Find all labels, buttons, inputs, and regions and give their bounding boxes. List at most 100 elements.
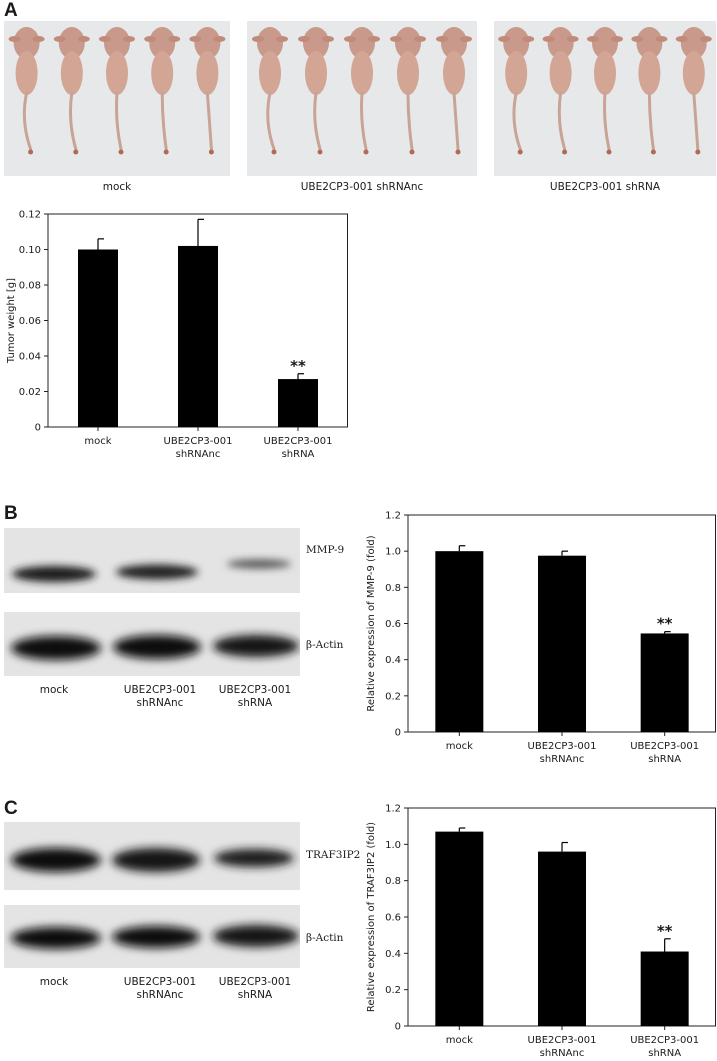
mouse-tail	[266, 91, 276, 151]
mouse-body	[443, 51, 465, 95]
blot-b-lane-shrnanc: UBE2CP3-001 shRNAnc	[110, 684, 210, 710]
mouse-body	[303, 27, 329, 59]
y-tick-label: 0.08	[19, 281, 41, 292]
mouse-tail	[557, 91, 567, 151]
mouse-leg	[460, 36, 472, 42]
mouse-leg	[8, 36, 21, 42]
mouse-leg	[655, 36, 668, 42]
mouse-leg	[189, 36, 202, 42]
mouse-leg	[611, 36, 623, 42]
mouse-leg	[344, 36, 356, 42]
mmp9-expression-chart: 0 0.2 0.4 0.6 0.8 1.0 1.2 Relative expression o…	[366, 511, 716, 765]
x-tick-label: mock	[446, 1035, 473, 1046]
lane-label-line: UBE2CP3-001	[123, 684, 197, 696]
mouse-tail	[647, 91, 655, 151]
y-tick-label: 1.2	[385, 804, 401, 815]
tail-tip	[562, 149, 568, 155]
blot-mmp9-bands	[12, 559, 291, 582]
lane-label-line: mock	[39, 976, 69, 988]
mouse-body	[151, 51, 174, 95]
mouse-tail	[406, 91, 414, 151]
y-tick-label: 0.10	[19, 245, 41, 256]
mouse-leg	[699, 36, 712, 42]
mouse-tail	[160, 91, 168, 151]
mouse-leg	[566, 36, 579, 42]
blot-label-mmp9: MMP-9	[306, 544, 345, 556]
blot-actin-c-bands	[11, 925, 299, 949]
y-tick-label: 0.02	[19, 387, 41, 398]
mouse-tail	[115, 91, 123, 151]
y-tick-label: 0	[395, 728, 401, 739]
y-tick-label: 0.6	[385, 913, 401, 924]
photo-caption-mock: mock	[102, 181, 132, 193]
mouse-body	[397, 51, 419, 95]
mouse-leg	[32, 36, 45, 42]
y-tick-label: 0.2	[385, 985, 401, 996]
mouse-tail	[68, 91, 78, 151]
y-tick-label: 0.8	[385, 876, 401, 887]
y-tick-label: 0.8	[385, 583, 401, 594]
mouse-body	[60, 51, 83, 95]
significance-marker: **	[657, 922, 673, 940]
mouse-body	[194, 27, 221, 59]
x-tick-label: shRNA	[648, 1048, 681, 1059]
mouse-leg	[144, 36, 157, 42]
x-tick-label: shRNA	[282, 449, 315, 460]
lane-label-line: UBE2CP3-001	[123, 976, 197, 988]
blot-b-lane-mock: mock	[14, 684, 94, 697]
tail-tip	[317, 149, 323, 155]
lane-label-line: shRNAnc	[136, 989, 184, 1001]
mouse-leg	[368, 36, 380, 42]
tail-tip	[455, 149, 461, 155]
tail-tip	[606, 149, 612, 155]
mouse-leg	[53, 36, 66, 42]
mouse-leg	[123, 36, 135, 42]
mouse-body	[592, 27, 618, 59]
lane-label-line: shRNAnc	[136, 697, 184, 709]
blot-b-lane-shrna: UBE2CP3-001 shRNA	[205, 684, 305, 710]
x-tick-label: UBE2CP3-001	[164, 436, 233, 447]
mice-illustration	[252, 27, 472, 155]
tail-tip	[163, 149, 169, 155]
y-tick-label: 0	[35, 423, 41, 434]
mouse-body	[547, 27, 574, 59]
tail-tip	[517, 149, 523, 155]
photo-caption-shrna: UBE2CP3-001 shRNA	[549, 181, 661, 193]
panel-letter-c: C	[4, 798, 18, 819]
x-tick-label: shRNAnc	[176, 449, 221, 460]
blot-label-traf3ip2: TRAF3IP2	[306, 849, 361, 861]
panel-letter-a: A	[4, 0, 18, 21]
significance-marker: **	[657, 615, 673, 633]
x-tick-label: UBE2CP3-001	[264, 436, 333, 447]
mouse-tail	[22, 91, 33, 151]
mouse-leg	[77, 36, 90, 42]
mouse-leg	[498, 36, 511, 42]
mouse-leg	[414, 36, 426, 42]
mouse-body	[257, 27, 283, 59]
y-tick-label: 0.12	[19, 210, 41, 221]
y-tick-label: 0.2	[385, 691, 401, 702]
lane-label-line: shRNA	[237, 697, 273, 709]
mouse-tail	[360, 91, 368, 151]
lane-label-line: UBE2CP3-001	[218, 684, 292, 696]
bar	[178, 245, 218, 427]
mouse-body	[15, 51, 38, 95]
mouse-body	[349, 27, 375, 59]
tail-tip	[118, 149, 124, 155]
mouse-body	[104, 27, 130, 59]
mouse-leg	[213, 36, 226, 42]
panel-letter-b: B	[4, 503, 18, 524]
bar	[538, 555, 586, 732]
lane-label-line: UBE2CP3-001	[218, 976, 292, 988]
mouse-leg	[631, 36, 644, 42]
y-tick-label: 0.4	[385, 949, 401, 960]
mouse-leg	[436, 36, 448, 42]
blot-c-lane-shrnanc: UBE2CP3-001 shRNAnc	[110, 976, 210, 1002]
mouse-leg	[168, 36, 181, 42]
mouse-leg	[298, 36, 310, 42]
y-tick-label: 1.2	[385, 511, 401, 522]
mouse-leg	[542, 36, 555, 42]
x-tick-label: shRNA	[648, 754, 681, 765]
mouse-body	[305, 51, 327, 95]
y-axis-label: Tumor weight [g]	[6, 278, 17, 364]
